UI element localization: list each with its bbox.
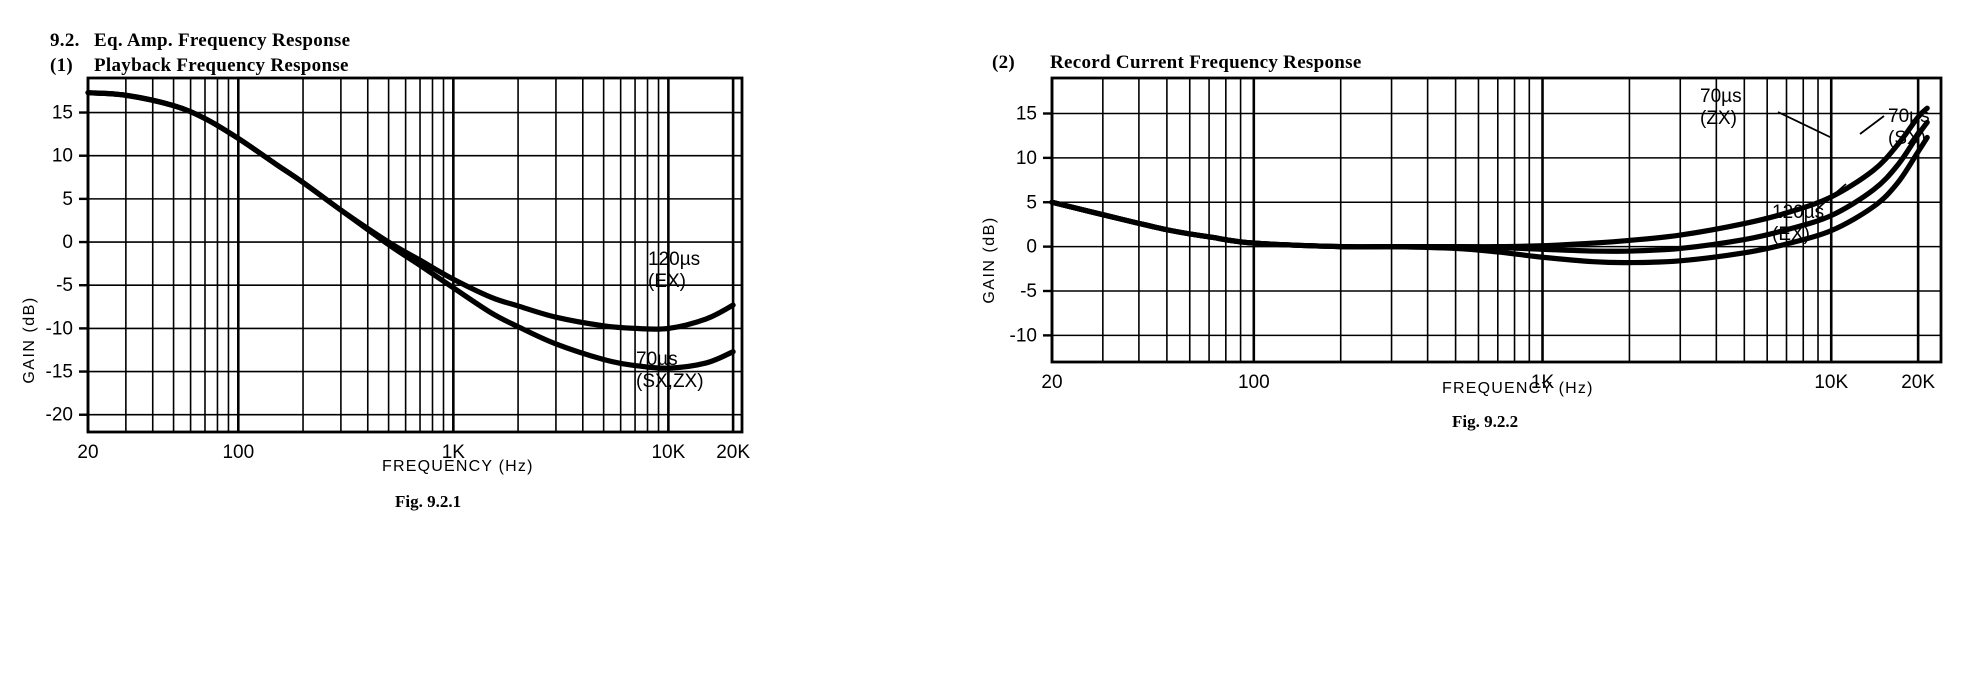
heading-left-line-1: 9.2. Eq. Amp. Frequency Response bbox=[50, 28, 350, 53]
figure-caption-left: Fig. 9.2.1 bbox=[395, 492, 462, 511]
record-x-tick-labels: 20 100 1K 10K 20K bbox=[1041, 372, 1935, 393]
x-tick-label: 1K bbox=[442, 442, 466, 463]
figure-caption-right: Fig. 9.2.2 bbox=[1452, 412, 1519, 431]
series-label: 70µs bbox=[1888, 106, 1930, 127]
leader-line bbox=[1777, 111, 1833, 139]
y-tick-label: 5 bbox=[62, 189, 73, 210]
x-tick-label: 20K bbox=[716, 442, 750, 463]
y-tick-label: -10 bbox=[1010, 325, 1037, 346]
series-curve bbox=[1049, 134, 1930, 266]
heading-left-number-1: 9.2. bbox=[50, 30, 80, 51]
leader-line bbox=[1859, 115, 1885, 135]
playback-x-axis-title: FREQUENCY (Hz) bbox=[382, 458, 534, 475]
series-curve bbox=[85, 90, 736, 371]
y-tick-label: 15 bbox=[52, 103, 73, 124]
x-tick-label: 1K bbox=[1531, 372, 1555, 393]
x-tick-label: 100 bbox=[1238, 372, 1270, 393]
series-label: (EX) bbox=[648, 271, 686, 292]
heading-left-line-2: (1) Playback Frequency Response bbox=[50, 53, 350, 78]
x-tick-label: 10K bbox=[1814, 372, 1848, 393]
x-tick-label: 20 bbox=[77, 442, 98, 463]
heading-right: (2) Record Current Frequency Response bbox=[992, 50, 1362, 75]
record-gridlines bbox=[1043, 76, 1943, 364]
record-current-chart-svg: GAIN (dB) 15 10 5 0 -5 -10 20 100 1K 10K 20K 70µs… bbox=[981, 76, 1943, 393]
series-curve bbox=[85, 90, 736, 332]
chart-record-current-frequency-response: GAIN (dB) 15 10 5 0 -5 -10 20 100 1K 10K 20K 70µs… bbox=[960, 60, 1987, 420]
series-label: (SX,ZX) bbox=[636, 371, 704, 392]
y-tick-label: 10 bbox=[1016, 148, 1037, 169]
y-tick-label: -15 bbox=[46, 362, 73, 383]
y-tick-label: 10 bbox=[52, 146, 73, 167]
record-y-axis-title-group: GAIN (dB) bbox=[981, 216, 998, 303]
record-series-curves bbox=[1049, 105, 1930, 266]
heading-right-line-1: (2) Record Current Frequency Response bbox=[992, 50, 1362, 75]
y-tick-label: -10 bbox=[46, 318, 73, 339]
series-label: (ZX) bbox=[1700, 108, 1737, 129]
y-tick-label: -5 bbox=[56, 275, 73, 296]
x-tick-label: 20K bbox=[1901, 372, 1935, 393]
y-tick-label: 0 bbox=[62, 232, 73, 253]
y-tick-label: 5 bbox=[1026, 192, 1037, 213]
heading-right-text-1: Record Current Frequency Response bbox=[1050, 52, 1362, 73]
series-label: (SX) bbox=[1888, 128, 1926, 149]
series-label: 120µs bbox=[1772, 202, 1824, 223]
playback-y-tick-labels: 15 10 5 0 -5 -10 -15 -20 bbox=[46, 103, 73, 426]
playback-y-axis-title: GAIN (dB) bbox=[21, 296, 38, 383]
y-tick-label: 15 bbox=[1016, 104, 1037, 125]
series-label: 120µs bbox=[648, 249, 700, 270]
heading-left-text-2: Playback Frequency Response bbox=[94, 55, 349, 76]
playback-y-axis-title-group: GAIN (dB) bbox=[21, 296, 38, 383]
record-y-axis-title: GAIN (dB) bbox=[981, 216, 998, 303]
playback-gridlines bbox=[79, 76, 744, 434]
record-y-tick-labels: 15 10 5 0 -5 -10 bbox=[1010, 104, 1037, 347]
heading-right-number-1: (2) bbox=[992, 52, 1016, 73]
chart-playback-frequency-response: GAIN (dB) 15 10 5 0 -5 -10 -15 -20 20 100 1K 10K 20… bbox=[0, 60, 800, 490]
heading-left-number-2: (1) bbox=[50, 55, 74, 76]
record-x-axis-title: FREQUENCY (Hz) bbox=[1442, 380, 1594, 397]
playback-x-tick-labels: 20 100 1K 10K 20K bbox=[77, 442, 750, 463]
series-label: (EX) bbox=[1772, 224, 1810, 245]
x-tick-label: 10K bbox=[651, 442, 685, 463]
x-tick-label: 100 bbox=[222, 442, 254, 463]
x-tick-label: 20 bbox=[1041, 372, 1062, 393]
y-tick-label: 0 bbox=[1026, 237, 1037, 258]
y-tick-label: -20 bbox=[46, 405, 73, 426]
playback-series-curves bbox=[85, 90, 736, 371]
series-label: 70µs bbox=[1700, 86, 1742, 107]
leader-line bbox=[1815, 183, 1847, 211]
record-series-annotations: 70µs(ZX) 70µs(SX)120µs(EX) bbox=[1700, 86, 1930, 245]
series-label: 70µs bbox=[636, 349, 678, 370]
y-tick-label: -5 bbox=[1020, 281, 1037, 302]
heading-left-text-1: Eq. Amp. Frequency Response bbox=[94, 30, 351, 51]
playback-series-annotations: 120µs(EX) 70µs(SX,ZX) bbox=[636, 249, 704, 392]
heading-left: 9.2. Eq. Amp. Frequency Response (1) Playb… bbox=[50, 28, 350, 78]
